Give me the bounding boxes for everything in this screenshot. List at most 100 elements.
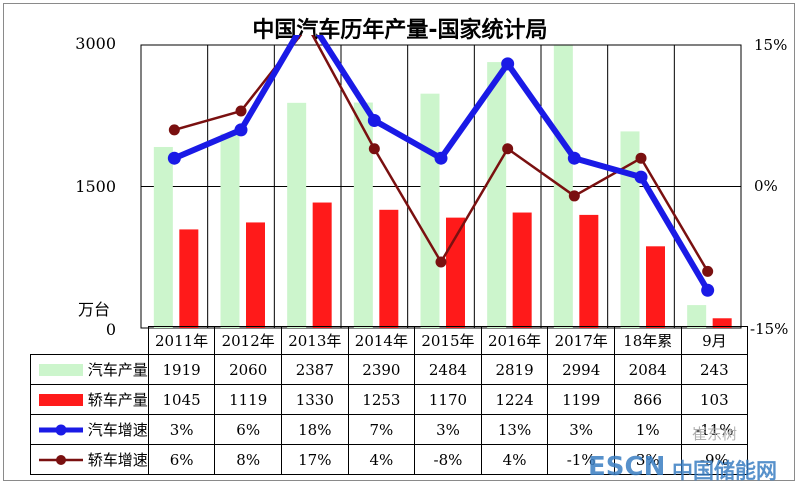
category-label: 18年累	[613, 326, 682, 355]
legend-sedan-growth: 轿车增速	[30, 444, 149, 475]
table-cell: 1170	[414, 384, 482, 415]
table-cell: 1224	[480, 384, 549, 415]
category-label: 2013年	[280, 326, 349, 355]
legend-swatch-car-growth	[39, 424, 83, 435]
point-car-growth	[434, 151, 448, 165]
point-sedan-growth	[702, 265, 714, 277]
bar-car-output	[620, 131, 640, 328]
bar-sedan-output	[512, 212, 532, 328]
table-cell: 7%	[347, 414, 416, 445]
point-sedan-growth	[635, 152, 647, 164]
table-cell: 4%	[347, 444, 416, 475]
bar-car-output	[287, 102, 307, 329]
legend-car-growth: 汽车增速	[30, 414, 149, 445]
point-sedan-growth	[168, 124, 180, 136]
category-label: 2017年	[547, 326, 615, 355]
table-cell: 17%	[280, 444, 349, 475]
table-cell: 2484	[414, 354, 482, 385]
y-right-tick-top: 15%	[754, 36, 788, 54]
table-cell: 2060	[214, 354, 282, 385]
y-right-tick-bottom: -15%	[750, 320, 789, 338]
point-sedan-growth	[502, 143, 514, 155]
watermark-author: 崔东树	[692, 425, 738, 443]
table-cell: 1330	[280, 384, 349, 415]
table-cell: 2390	[347, 354, 416, 385]
table-cell: 1045	[147, 384, 216, 415]
point-car-growth	[167, 151, 181, 165]
table-cell: 1199	[547, 384, 615, 415]
point-car-growth	[567, 151, 581, 165]
category-label: 9月	[680, 326, 749, 355]
table-cell: 1%	[613, 414, 682, 445]
bar-sedan-output	[379, 209, 399, 328]
table-cell: 2819	[480, 354, 549, 385]
point-car-growth	[367, 113, 381, 127]
bar-car-output	[687, 305, 707, 328]
category-label: 2011年	[147, 326, 216, 355]
table-cell: -9%	[680, 444, 749, 475]
category-label: 2015年	[414, 326, 482, 355]
table-cell: 103	[680, 384, 749, 415]
point-car-growth	[634, 170, 648, 184]
legend-label: 轿车增速	[87, 451, 148, 469]
point-car-growth	[234, 123, 248, 137]
chart-title: 中国汽车历年产量-国家统计局	[252, 18, 548, 43]
data-table: 2011年 2012年 2013年 2014年 2015年 2016年 2017…	[30, 326, 749, 475]
table-cell: 6%	[147, 444, 216, 475]
bar-car-output	[220, 133, 240, 328]
table-cell: -8%	[414, 444, 482, 475]
y-left-tick-top: 3000	[75, 34, 116, 53]
bar-sedan-output	[312, 202, 332, 328]
category-label: 2016年	[480, 326, 549, 355]
legend-swatch-car-output	[39, 363, 83, 376]
bar-car-output	[487, 62, 507, 328]
table-cell: 1919	[147, 354, 216, 385]
table-corner	[30, 326, 149, 355]
bar-car-output	[353, 102, 373, 328]
table-cell: 2084	[613, 354, 682, 385]
point-sedan-growth	[435, 256, 447, 268]
table-cell: -11%	[680, 414, 749, 445]
bar-sedan-output	[712, 318, 732, 328]
point-car-growth	[501, 57, 515, 71]
bar-car-output	[153, 146, 173, 328]
table-cell: 2994	[547, 354, 615, 385]
legend-swatch-sedan-output	[39, 393, 83, 406]
table-cell: 13%	[480, 414, 549, 445]
legend-swatch-sedan-growth	[39, 454, 83, 465]
point-sedan-growth	[568, 190, 580, 202]
table-cell: 1253	[347, 384, 416, 415]
bar-car-output	[420, 93, 440, 329]
table-cell: 3%	[613, 444, 682, 475]
bar-sedan-output	[446, 217, 465, 328]
table-cell: 1119	[214, 384, 282, 415]
table-cell: 4%	[480, 444, 549, 475]
legend-sedan-output: 轿车产量	[30, 384, 149, 415]
point-sedan-growth	[235, 105, 247, 117]
point-sedan-growth	[368, 143, 380, 155]
legend-label: 轿车产量	[87, 391, 148, 409]
legend-car-output: 汽车产量	[30, 354, 149, 385]
table-cell: 6%	[214, 414, 282, 445]
table-header-row: 2011年 2012年 2013年 2014年 2015年 2016年 2017…	[30, 326, 749, 355]
table-row: 轿车产量 1045 1119 1330 1253 1170 1224 1199 …	[30, 384, 749, 415]
bar-sedan-output	[579, 214, 599, 328]
legend-label: 汽车产量	[87, 361, 148, 379]
legend-label: 汽车增速	[87, 421, 148, 439]
table-cell: -1%	[547, 444, 615, 475]
table-cell: 8%	[214, 444, 282, 475]
table-cell: 243	[680, 354, 749, 385]
table-cell: 3%	[414, 414, 482, 445]
watermark-brand-cn: 中国储能网	[672, 459, 777, 483]
table-cell: 866	[613, 384, 682, 415]
bar-sedan-output	[246, 222, 265, 328]
table-row: 轿车增速 6% 8% 17% 4% -8% 4% -1% 3% -9%	[30, 444, 749, 475]
table-cell: 3%	[147, 414, 216, 445]
category-label: 2012年	[214, 326, 282, 355]
table-cell: 2387	[280, 354, 349, 385]
table-row: 汽车产量 1919 2060 2387 2390 2484 2819 2994 …	[30, 354, 749, 385]
category-label: 2014年	[347, 326, 416, 355]
chart-frame	[3, 3, 795, 481]
table-cell: 18%	[280, 414, 349, 445]
y-left-unit-label: 万台	[78, 300, 111, 319]
